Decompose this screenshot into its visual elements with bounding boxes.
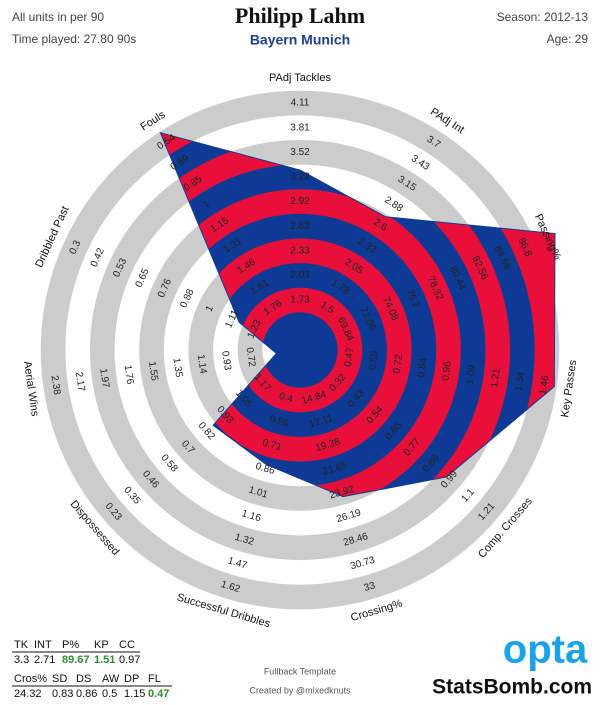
stat-header: DP <box>124 673 139 685</box>
tick-label: 2.63 <box>290 221 310 232</box>
tick-label: 0.3 <box>68 238 84 256</box>
fill-center <box>262 312 338 388</box>
tick-label: 2.38 <box>49 375 63 396</box>
stat-header: FL <box>148 673 161 685</box>
tick-label: 1.62 <box>219 579 241 595</box>
stat-value: 0.97 <box>119 654 140 666</box>
tick-label: 1.35 <box>170 357 184 378</box>
radar-polygon <box>159 131 556 498</box>
stat-header: INT <box>34 639 52 651</box>
site: StatsBomb.com <box>432 676 592 699</box>
tick-label: 1.46 <box>538 374 552 395</box>
stat-header: KP <box>94 639 109 651</box>
chart-title: Philipp Lahm <box>235 3 365 28</box>
age: Age: 29 <box>547 32 589 46</box>
tick-label: 2.92 <box>290 196 310 207</box>
tick-label: 2.17 <box>73 371 87 392</box>
tick-label: 1.16 <box>240 508 262 524</box>
stat-value: 0.86 <box>76 688 97 700</box>
tick-label: 1 <box>204 304 216 314</box>
tick-label: 2.03 <box>290 270 310 281</box>
tick-label: 0.47 <box>343 346 357 367</box>
stat-header: P% <box>62 639 79 651</box>
stat-header: DS <box>76 673 91 685</box>
stat-header: AW <box>102 673 120 685</box>
tick-label: 0.96 <box>440 360 454 381</box>
tick-label: 1.55 <box>146 361 160 382</box>
tick-label: 0.72 <box>244 347 258 368</box>
tick-label: 4.11 <box>291 98 310 109</box>
tick-label: 0.71 <box>261 437 283 453</box>
template-note: Fullback Template <box>264 666 336 676</box>
units-note: All units in per 90 <box>12 10 104 24</box>
tick-label: 1.76 <box>122 364 136 385</box>
chart-subtitle: Bayern Munich <box>250 32 350 48</box>
tick-label: 1.21 <box>489 367 503 388</box>
tick-label: 0.93 <box>219 350 233 371</box>
tick-label: 3.52 <box>290 147 310 158</box>
tick-label: 1.34 <box>513 371 527 392</box>
axis-name: Aerial Wins <box>21 360 41 417</box>
tick-label: 2.33 <box>290 245 310 256</box>
stat-header: CC <box>119 639 135 651</box>
opta-logo: opta <box>503 628 588 672</box>
stat-header: Cros% <box>14 673 47 685</box>
stat-header: TK <box>14 639 29 651</box>
tick-label: 33 <box>363 580 377 594</box>
tick-label: 1.32 <box>233 532 255 548</box>
stat-value: 1.51 <box>94 654 115 666</box>
tick-label: 1.01 <box>247 485 269 501</box>
axis-name: Key Passes <box>559 359 579 419</box>
stat-value: 0.5 <box>102 688 117 700</box>
axis-name: PAdj Tackles <box>269 72 331 84</box>
stat-value: 24.32 <box>14 688 42 700</box>
tick-label: 3.22 <box>290 172 310 183</box>
tick-label: 1.47 <box>226 555 248 571</box>
tick-label: 0.72 <box>392 353 406 374</box>
stat-value: 1.15 <box>124 688 145 700</box>
tick-label: 0.56 <box>268 414 290 430</box>
tick-label: 3.81 <box>290 122 310 133</box>
tick-label: 0.86 <box>254 461 276 477</box>
season: Season: 2012-13 <box>497 10 589 24</box>
tick-label: 1.09 <box>465 364 479 385</box>
credit: Created by @mixedknuts <box>249 685 351 695</box>
stat-value: 2.71 <box>34 654 55 666</box>
stat-value: 0.83 <box>52 688 73 700</box>
stats-table: TK 3.3 INT 2.71 P% 89.67 KP 1.51 CC 0.97 Cros% 24.3… <box>12 639 172 700</box>
tick-label: 1.73 <box>290 295 310 306</box>
tick-label: 1.14 <box>195 354 209 375</box>
tick-label: 0.84 <box>416 357 430 378</box>
tick-label: 0.59 <box>367 350 381 371</box>
time-played: Time played: 27.80 90s <box>12 32 136 46</box>
stat-header: SD <box>52 673 67 685</box>
stat-value: 89.67 <box>62 654 90 666</box>
stat-value: 3.3 <box>14 654 29 666</box>
tick-label: 0.4 <box>278 391 295 406</box>
tick-label: 1 <box>201 198 212 210</box>
tick-label: 1.97 <box>97 368 111 389</box>
stat-value: 0.47 <box>148 688 169 700</box>
